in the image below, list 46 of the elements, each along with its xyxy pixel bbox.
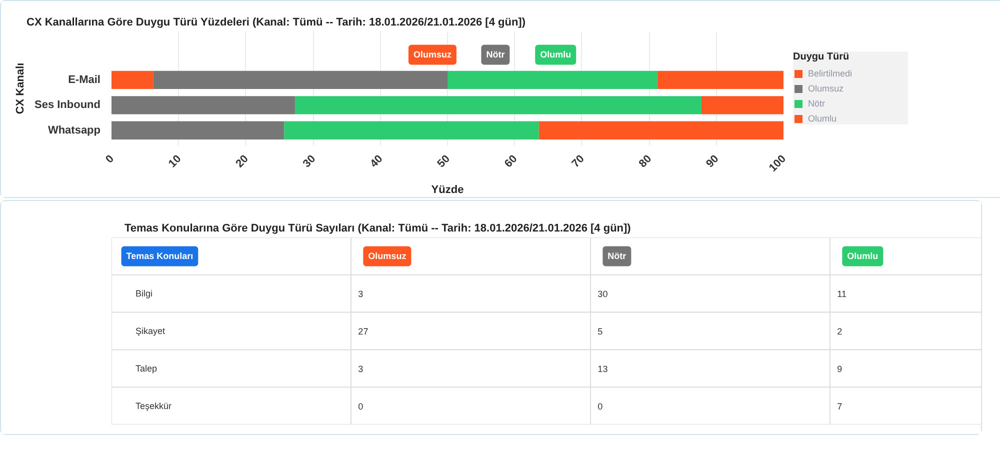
data-label: 7 [837,401,842,412]
legend-title: Duygu Türü [793,52,850,62]
x-tick-label: 100 [766,152,788,174]
x-tick-label: 30 [300,152,318,170]
y-axis-title: CX Kanalı [14,62,26,114]
y-tick-label: Şikayet [135,326,166,336]
text: Olumsuz [413,50,452,60]
text: Nötr [486,50,506,60]
data-label: 0 [598,401,603,412]
data-label: 11 [837,289,847,300]
data-label: 13 [598,364,608,374]
data-label: 0 [358,401,364,412]
x-tick-label: Nötr [608,251,627,262]
y-axis-title: Temas Konuları [126,251,194,262]
data-label: 30 [598,289,608,300]
y-tick-label: Ses Inbound [34,99,100,112]
x-tick-label: 0 [104,152,116,166]
x-tick-label: 80 [636,152,654,170]
text: Olumlu [540,50,572,60]
x-tick-label: 70 [570,152,587,170]
data-label: 27 [358,326,368,336]
data-label: 3 [358,289,364,300]
data-label: 5 [598,326,603,336]
x-tick-label: 40 [368,152,386,170]
legend-label: Belirtilmedi [808,68,854,80]
data-label: 2 [837,326,842,336]
x-tick-label: 10 [166,152,184,170]
chart-title: CX Kanallarına Göre Duygu Türü Yüzdeleri (Kanal: Tümü -- Tarih: 18.01.2026/21.01.2026 [4 gün]) [26,16,526,28]
data-label: 3 [358,364,364,374]
y-tick-label: Teşekkür [135,400,172,411]
y-tick-label: E-Mail [68,74,101,86]
legend-label: Olumlu [808,112,838,124]
x-tick-label: 50 [435,152,452,170]
legend-label: Olumsuz [808,82,845,94]
x-tick-label: 60 [502,152,520,170]
x-axis-title: Yüzde [431,184,464,196]
x-tick-label: Olumlu [847,251,878,262]
data-label: 9 [837,364,842,374]
legend-label: Nötr [808,98,826,110]
y-tick-label: Talep [135,363,157,374]
y-tick-label: Whatsapp [48,124,101,136]
x-tick-label: 20 [234,152,251,170]
chart-title: Temas Konularına Göre Duygu Türü Sayıları (Kanal: Tümü -- Tarih: 18.01.2026/21.01.2026 [4 gün]) [124,222,632,234]
y-tick-label: Bilgi [135,288,152,299]
x-tick-label: Olumsuz [368,251,407,262]
x-tick-label: 90 [704,152,722,170]
